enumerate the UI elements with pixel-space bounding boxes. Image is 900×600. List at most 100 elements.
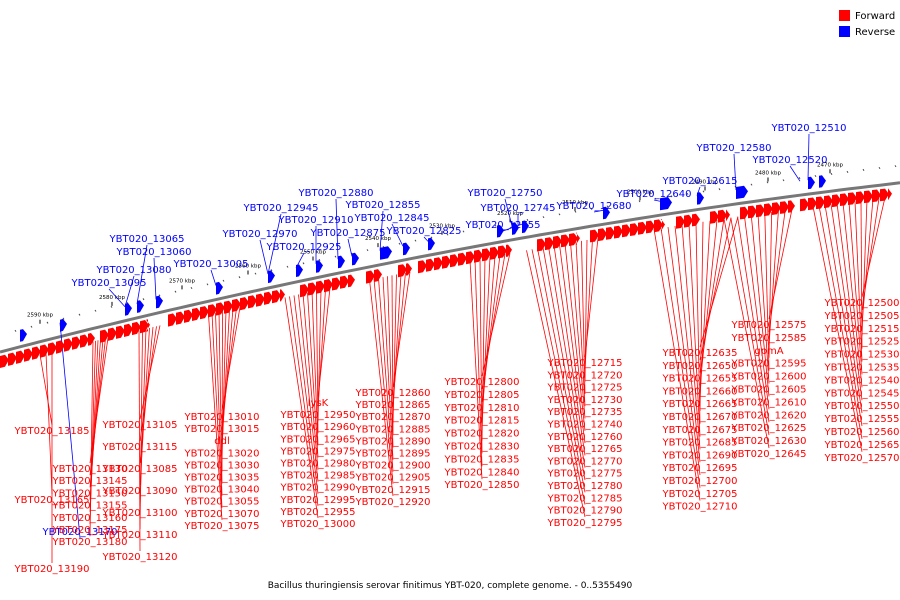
forward-gene-arrow — [888, 188, 892, 201]
gene-label: YBT020_12875 — [310, 228, 386, 239]
gene-label: YBT020_13175 — [52, 525, 128, 536]
gene-label: YBT020_12585 — [731, 333, 807, 344]
leader-line — [757, 213, 770, 384]
gene-label: YBT020_12965 — [280, 434, 356, 445]
forward-gene-arrow — [216, 302, 225, 316]
leader-line — [39, 354, 53, 426]
gene-label: YBT020_13105 — [102, 420, 178, 431]
forward-gene-arrow — [880, 188, 889, 202]
gene-label: YBT020_12825 — [386, 226, 462, 237]
gene-label: YBT020_12600 — [731, 372, 807, 383]
leader-line — [307, 292, 319, 458]
forward-gene-arrow — [756, 204, 765, 218]
minor-tick — [894, 165, 897, 168]
leader-line — [559, 244, 586, 444]
gene-label: YBT020_13095 — [71, 278, 147, 289]
gene-label: YBT020_13065 — [109, 234, 185, 245]
reverse-gene-arrow — [603, 206, 610, 220]
minor-tick — [94, 309, 97, 312]
gene-label: gpmA — [754, 346, 783, 357]
gene-label: YBT020_12810 — [444, 403, 520, 414]
leader-line — [293, 295, 319, 494]
gene-label: YBT020_13040 — [184, 485, 260, 496]
gene-label: YBT020_13115 — [102, 442, 178, 453]
forward-gene-arrow — [248, 295, 257, 309]
leader-line — [391, 223, 404, 247]
gene-label: YBT020_12975 — [280, 446, 356, 457]
leader-line — [667, 226, 701, 476]
gene-label: YBT020_13185 — [14, 426, 90, 437]
gene-label: YBT020_13030 — [184, 460, 260, 471]
gene-label: YBT020_12840 — [444, 467, 520, 478]
tick-label: 2550 kbp — [300, 249, 326, 255]
forward-gene-arrow — [553, 235, 562, 249]
leader-line — [699, 220, 711, 399]
forward-gene-arrow — [622, 224, 631, 238]
leader-line — [317, 289, 322, 422]
leader-line — [59, 322, 81, 539]
leader-line — [474, 259, 483, 467]
leader-line — [848, 201, 863, 375]
reverse-gene-arrow — [316, 260, 323, 273]
gene-label: YBT020_12970 — [222, 229, 298, 240]
forward-gene-arrow — [200, 306, 209, 320]
minor-tick — [158, 294, 161, 297]
gene-label: YBT020_12630 — [731, 436, 807, 447]
gene-label: YBT020_12705 — [662, 489, 738, 500]
gene-label: YBT020_12560 — [824, 427, 900, 438]
minor-tick — [286, 265, 289, 268]
forward-gene-arrow — [710, 211, 719, 224]
forward-gene-arrow — [140, 320, 149, 334]
leader-line — [481, 253, 511, 377]
forward-gene-arrow — [630, 223, 639, 236]
forward-gene-arrow — [280, 289, 285, 302]
gene-label: YBT020_12615 — [662, 176, 738, 187]
leader-line — [138, 330, 141, 552]
leader-line — [548, 246, 586, 468]
leader-line — [737, 216, 770, 423]
gene-label: YBT020_12625 — [731, 423, 807, 434]
gene-label: YBT020_12675 — [662, 425, 738, 436]
forward-gene-arrow — [316, 280, 325, 294]
gene-label: YBT020_12595 — [731, 359, 807, 370]
minor-tick — [334, 255, 337, 258]
gene-label: YBT020_13145 — [52, 476, 128, 487]
tick-label: 2470 kbp — [817, 162, 843, 168]
leader-line — [392, 274, 397, 424]
gene-label: YBT020_13130 — [52, 464, 128, 475]
leader-line — [653, 229, 701, 501]
leader-line — [688, 223, 701, 437]
minor-tick — [206, 283, 209, 286]
leader-line — [335, 198, 339, 260]
leader-line — [824, 204, 863, 427]
leader-line — [481, 257, 486, 441]
gene-label: YBT020_13100 — [102, 508, 178, 519]
gene-label: YBT020_12880 — [298, 188, 374, 199]
leader-line — [369, 279, 394, 496]
tick-label: 2560 kbp — [235, 263, 261, 269]
reverse-gene-arrow — [428, 237, 435, 251]
forward-gene-arrow — [474, 249, 483, 263]
tick-label: 2510 kbp — [562, 200, 588, 206]
leader-line — [699, 221, 704, 412]
minor-tick — [174, 290, 177, 293]
forward-gene-arrow — [606, 227, 615, 240]
forward-gene-arrow — [740, 206, 749, 220]
forward-gene-arrow — [545, 237, 554, 251]
forward-gene-arrow — [116, 325, 125, 339]
legend-forward-swatch — [839, 10, 850, 21]
kbp-scale: 2590 kbp 2580 kbp 2570 kbp 2560 kbp 2550 kbp… — [14, 162, 897, 332]
tick-label: 2540 kbp — [365, 236, 391, 242]
gene-label: YBT020_12700 — [662, 476, 738, 487]
gene-label: YBT020_12645 — [731, 449, 807, 460]
gene-label: YBT020_12985 — [280, 471, 356, 482]
gene-label: YBT020_12660 — [662, 386, 738, 397]
forward-gene-arrow — [418, 260, 427, 274]
minor-tick — [414, 239, 417, 242]
leader-line — [584, 239, 588, 382]
leader-line — [302, 293, 319, 470]
minor-tick — [750, 183, 753, 186]
tick-label: 2590 kbp — [27, 313, 53, 319]
minor-tick — [46, 321, 49, 324]
